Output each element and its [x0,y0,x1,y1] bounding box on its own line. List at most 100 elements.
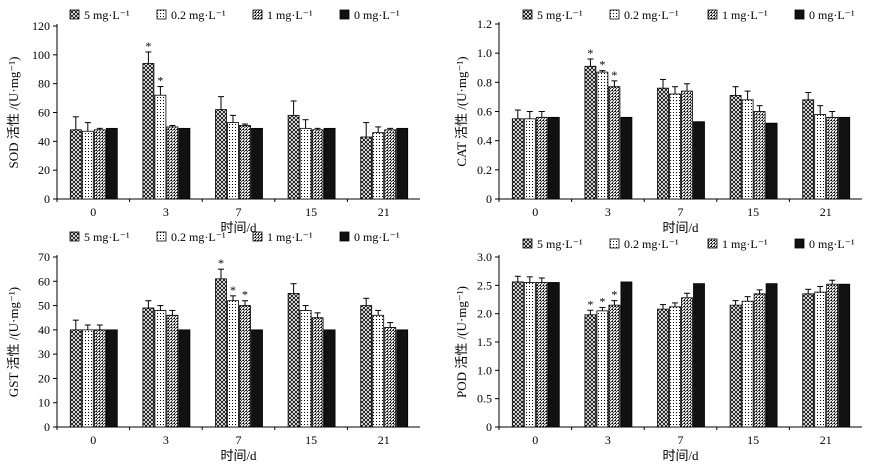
legend-swatch [69,231,80,242]
significance-star: * [218,256,224,270]
legend-item: 0.2 mg·L⁻¹ [156,8,226,22]
bar [384,327,397,428]
bar [81,130,94,200]
legend-item: 1 mg·L⁻¹ [252,230,313,244]
significance-star: * [587,46,593,60]
legend-swatch [339,231,350,242]
bar [765,122,778,200]
bar [396,127,409,200]
bar [93,129,106,200]
bar [729,95,742,200]
x-tick-label: 3 [605,205,611,219]
bar [802,99,815,200]
legend-item: 0 mg·L⁻¹ [794,8,855,22]
y-tick-label: 0 [486,420,492,434]
significance-star: * [611,68,617,82]
legend-swatch [69,9,80,20]
legend-swatch [522,9,533,20]
bar [166,126,179,200]
legend-item: 5 mg·L⁻¹ [69,8,130,22]
legend-label: 1 mg·L⁻¹ [267,230,313,244]
bar [142,307,155,428]
y-tick-label: 0.8 [477,75,492,89]
x-axis-label: 时间/d [220,220,257,235]
bar [741,300,754,428]
x-tick-label: 15 [305,433,317,447]
y-axis-label: CAT 活性 /(U·mg⁻¹) [454,56,469,166]
legend-swatch [156,9,167,20]
legend-item: 0 mg·L⁻¹ [339,8,400,22]
y-axis-label: GST 活性 /(U·mg⁻¹) [6,287,21,397]
bar [838,116,851,200]
y-tick-label: 20 [38,371,50,385]
x-tick-label: 21 [378,205,390,219]
bar [802,293,815,428]
x-tick-label: 21 [820,433,832,447]
x-tick-label: 21 [820,205,832,219]
bar [287,293,300,428]
legend-item: 0 mg·L⁻¹ [339,230,400,244]
y-tick-label: 30 [38,347,50,361]
legend-swatch [707,238,718,249]
x-tick-label: 7 [678,433,684,447]
legend-item: 0 mg·L⁻¹ [794,237,855,251]
bar [657,308,669,428]
x-tick-label: 0 [90,205,96,219]
legend-label: 5 mg·L⁻¹ [537,8,583,22]
bar [227,300,239,428]
legend-label: 1 mg·L⁻¹ [722,8,768,22]
legend: 5 mg·L⁻¹ 0.2 mg·L⁻¹ 1 mg·L⁻¹ 0 mg·L⁻¹ [522,237,855,251]
y-tick-label: 1.2 [477,17,492,31]
legend-item: 1 mg·L⁻¹ [707,237,768,251]
legend-label: 1 mg·L⁻¹ [722,237,768,251]
significance-star: * [599,294,605,308]
bar [753,293,766,428]
x-tick-label: 21 [378,433,390,447]
bar [166,314,179,428]
y-tick-label: 2.5 [477,278,492,292]
bar [239,125,251,200]
legend-label: 0.2 mg·L⁻¹ [171,8,226,22]
bar [81,329,94,428]
bar [535,282,548,428]
bar [693,283,705,428]
chart-cat: 0 0.2 0.4 0.6 0.8 1.0 1.2 CAT 活性 /(U·mg⁻¹) 0 3 * * *… [454,8,862,235]
bar [657,87,669,200]
bar [814,291,827,428]
bar [535,116,548,200]
bar [372,314,385,428]
bar [227,122,239,200]
legend-swatch [252,231,263,242]
significance-star: * [611,288,617,302]
y-tick-label: 2.0 [477,307,492,321]
legend-label: 5 mg·L⁻¹ [84,230,130,244]
legend-item: 1 mg·L⁻¹ [252,8,313,22]
bar [215,109,227,200]
bar [93,329,106,428]
bar [251,329,263,428]
bar [311,129,324,200]
y-tick-label: 0 [486,192,492,206]
x-tick-label: 0 [90,433,96,447]
legend-item: 1 mg·L⁻¹ [707,8,768,22]
bar [765,283,778,428]
bar [753,111,766,200]
y-tick-label: 0.5 [477,392,492,406]
y-tick-label: 20 [38,163,50,177]
legend: 5 mg·L⁻¹ 0.2 mg·L⁻¹ 1 mg·L⁻¹ 0 mg·L⁻¹ [69,8,400,22]
legend-label: 0 mg·L⁻¹ [354,230,400,244]
bar [511,118,524,200]
significance-star: * [145,39,151,53]
y-tick-label: 100 [32,48,50,62]
y-tick-label: 0.6 [477,105,492,119]
x-tick-label: 15 [747,205,759,219]
legend-label: 5 mg·L⁻¹ [537,237,583,251]
bar [372,132,385,200]
bar [154,94,167,200]
legend-item: 0.2 mg·L⁻¹ [609,237,679,251]
legend-swatch [339,9,350,20]
bar [69,329,82,428]
y-tick-label: 120 [32,19,50,33]
bar [105,127,118,200]
legend-item: 5 mg·L⁻¹ [522,237,583,251]
